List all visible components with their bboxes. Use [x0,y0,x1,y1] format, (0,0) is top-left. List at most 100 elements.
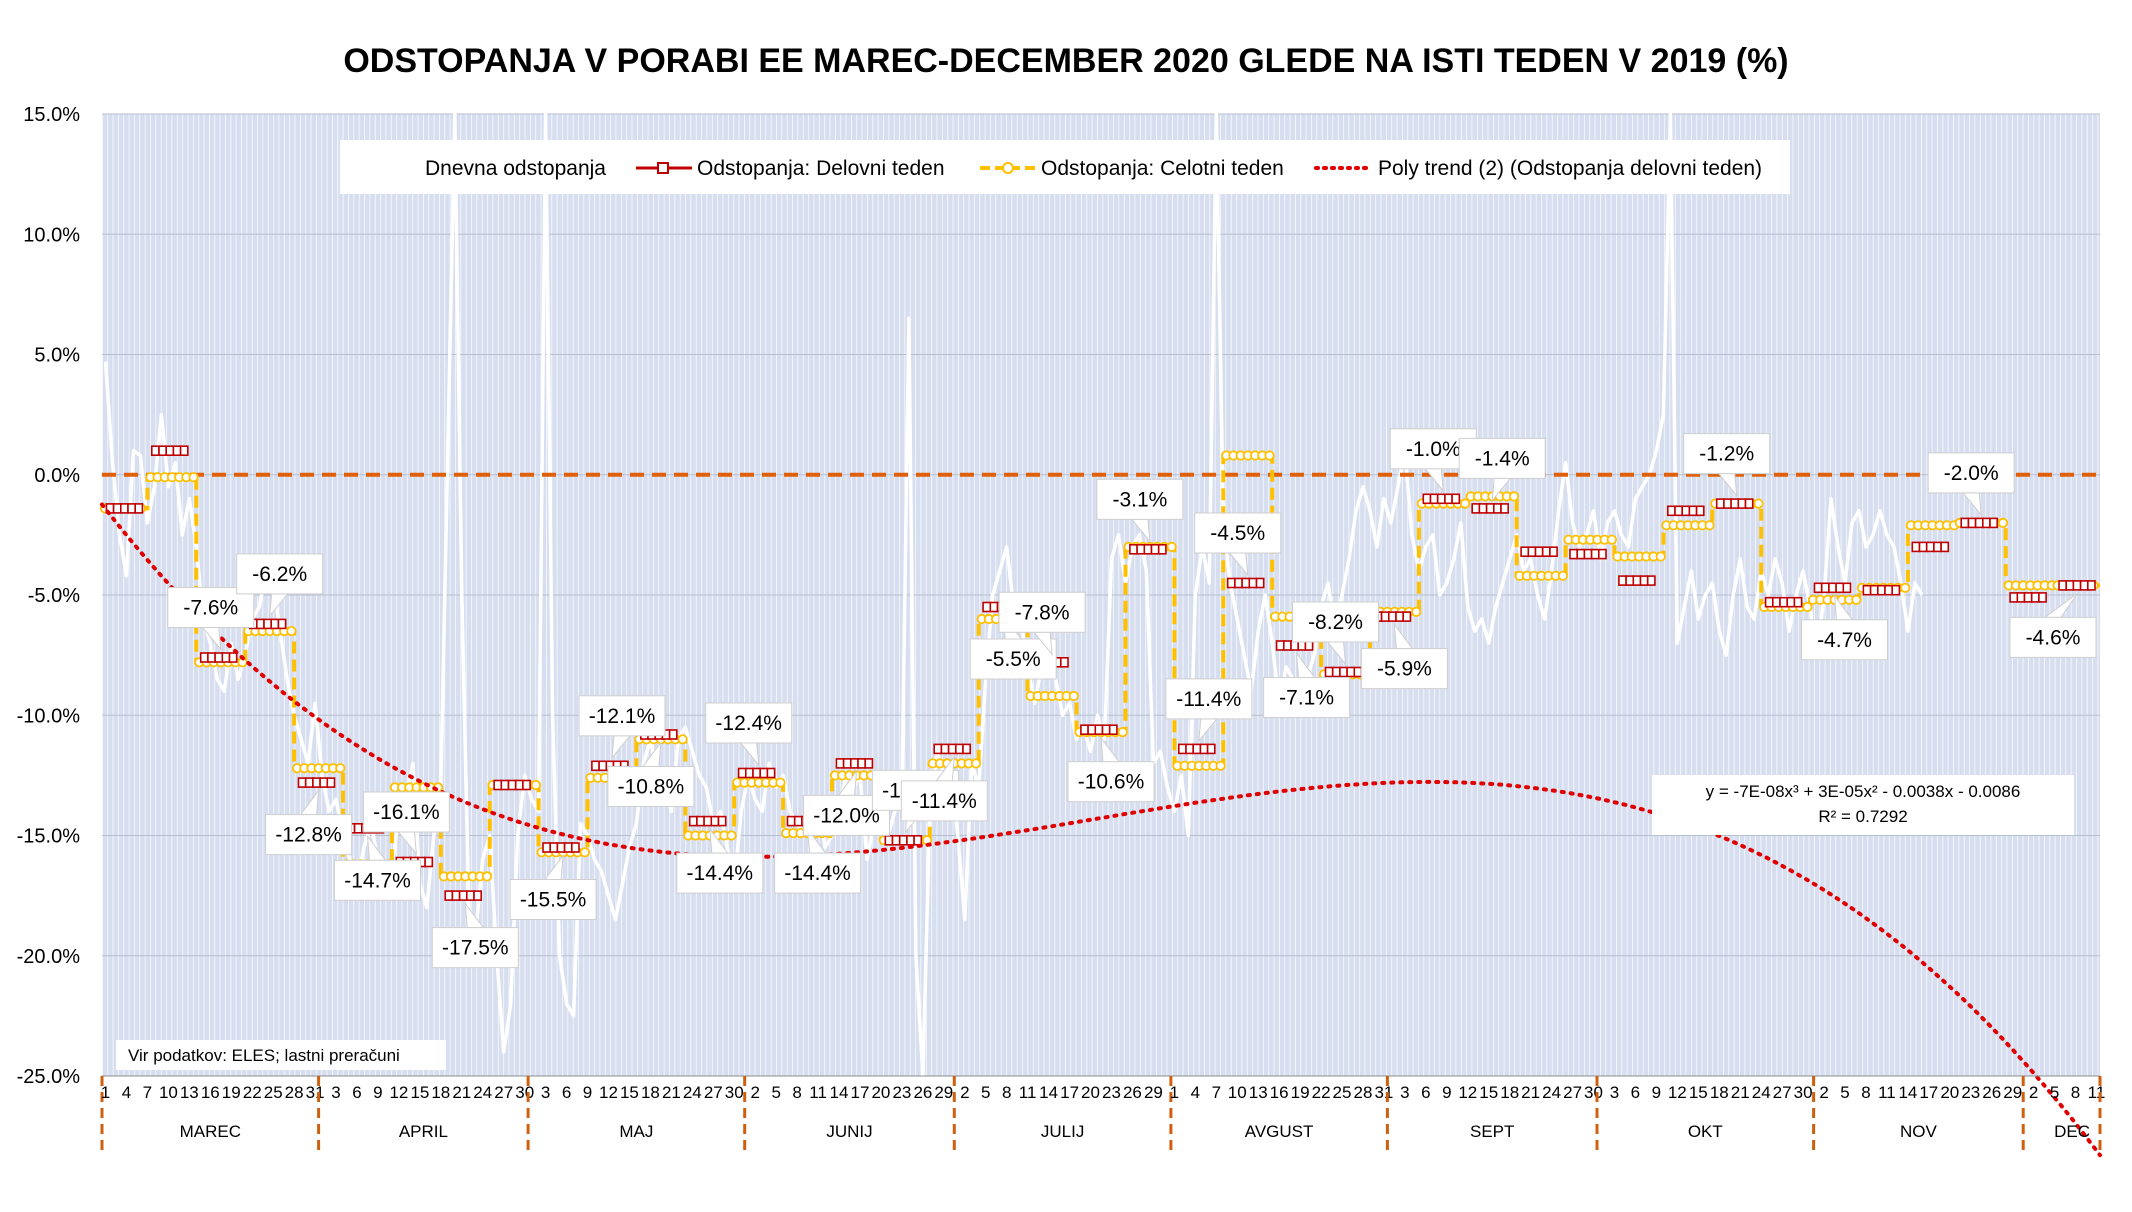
working-week-marker [1178,743,1187,755]
x-tick-label: 18 [431,1083,450,1102]
working-week-marker [1129,543,1138,555]
data-label-box [1458,437,1546,479]
working-week-marker [1911,541,1921,553]
working-week-marker [179,445,189,457]
working-week-marker [1884,584,1893,596]
working-week-marker [1618,575,1627,586]
data-label-text: -5.5% [986,648,1041,671]
x-tick-label: 26 [1123,1083,1142,1102]
x-tick-label: 2 [1819,1083,1828,1102]
working-week-marker [1715,498,1725,509]
working-week-marker [1583,548,1593,560]
working-week-marker [158,445,167,457]
full-week-marker [1460,498,1471,509]
working-week-marker [151,445,160,457]
x-tick-label: 11 [2088,1083,2106,1102]
working-week-marker [1681,505,1691,517]
working-week-marker [1275,640,1285,651]
working-week-marker [172,445,182,457]
x-month-label: MAREC [180,1122,241,1141]
working-week-marker [1199,743,1209,755]
working-week-marker [1060,656,1069,668]
x-tick-label: 2 [960,1083,969,1102]
working-week-marker [591,760,600,772]
x-tick-label: 5 [981,1083,990,1102]
working-week-marker [1234,577,1243,589]
working-week-marker [444,890,454,901]
x-tick-label: 14 [830,1083,849,1102]
working-week-marker [1157,543,1167,555]
x-tick-label: 3 [1610,1083,1619,1102]
working-week-marker [696,815,705,827]
series-poly-trend [100,502,2102,1158]
working-week-marker [835,758,845,769]
x-tick-label: 8 [2071,1083,2080,1102]
x-month-label: SEPT [1470,1122,1514,1141]
working-week-marker [1842,582,1852,594]
x-tick-label: 30 [1794,1083,1813,1102]
working-week-marker [759,767,769,779]
data-label-text: -6.2% [252,563,307,586]
working-week-marker [1339,666,1348,678]
working-week-marker [221,652,231,663]
x-tick-label: 12 [1668,1083,1687,1102]
x-tick-label: 24 [1752,1083,1771,1102]
x-tick-label: 19 [222,1083,241,1102]
x-tick-label: 18 [1710,1083,1729,1102]
data-label-box [774,852,862,894]
legend-label-full-week: Odstopanja: Celotni teden [1041,157,1284,180]
data-label-box [1263,677,1351,718]
working-week-marker [1520,546,1530,558]
working-week-marker [857,758,866,769]
working-week-marker [319,777,329,788]
working-week-marker [1241,577,1251,589]
working-week-marker [263,618,272,630]
x-tick-label: 30 [1584,1083,1603,1102]
working-week-marker [947,743,957,755]
r-squared-text: R² = 0.7292 [1818,807,1907,826]
x-tick-label: 6 [1421,1083,1430,1102]
x-month-label: DEC [2054,1122,2090,1141]
working-week-marker [737,767,747,779]
working-week-marker [1346,666,1356,678]
working-week-marker [507,779,517,791]
working-week-marker [1940,541,1950,553]
x-month-label: NOV [1900,1122,1938,1141]
x-tick-label: 11 [809,1083,827,1102]
working-week-marker [1541,546,1551,558]
working-week-marker [199,652,209,663]
x-tick-label: 24 [1542,1083,1561,1102]
x-tick-label: 10 [159,1083,178,1102]
working-week-marker [1493,503,1502,514]
working-week-marker [1534,546,1544,558]
working-week-marker [1549,546,1558,558]
working-week-marker [1395,611,1404,622]
working-week-marker [2016,592,2026,603]
x-tick-label: 25 [264,1083,283,1102]
data-label-text: -4.6% [2026,626,2081,649]
full-week-marker [1264,450,1275,461]
working-week-marker [1933,541,1942,553]
working-week-marker [1108,724,1118,736]
working-week-marker [913,834,923,846]
data-labels: -7.6% -6.2% -12.8%-14.7% -16.1% -17.5% -15.5%… [167,428,2097,969]
data-label-text: -15.5% [520,889,587,912]
full-week-marker [335,763,346,774]
data-label-box [509,879,597,920]
data-label-box [900,780,988,822]
working-week-marker [277,618,287,630]
x-tick-label: 6 [562,1083,571,1102]
working-week-marker [255,618,265,630]
data-label-box [607,766,695,807]
full-week-marker [1215,760,1226,771]
data-label-box [1683,433,1771,475]
x-tick-label: 8 [1002,1083,1011,1102]
x-tick-label: 17 [1919,1083,1938,1102]
x-tick-label: 21 [1731,1083,1750,1102]
data-label-text: -16.1% [373,801,440,824]
working-week-marker [1248,577,1258,589]
working-week-marker [493,779,503,791]
x-tick-label: 19 [1291,1083,1310,1102]
working-week-marker [2058,580,2067,591]
x-tick-label: 24 [473,1083,492,1102]
